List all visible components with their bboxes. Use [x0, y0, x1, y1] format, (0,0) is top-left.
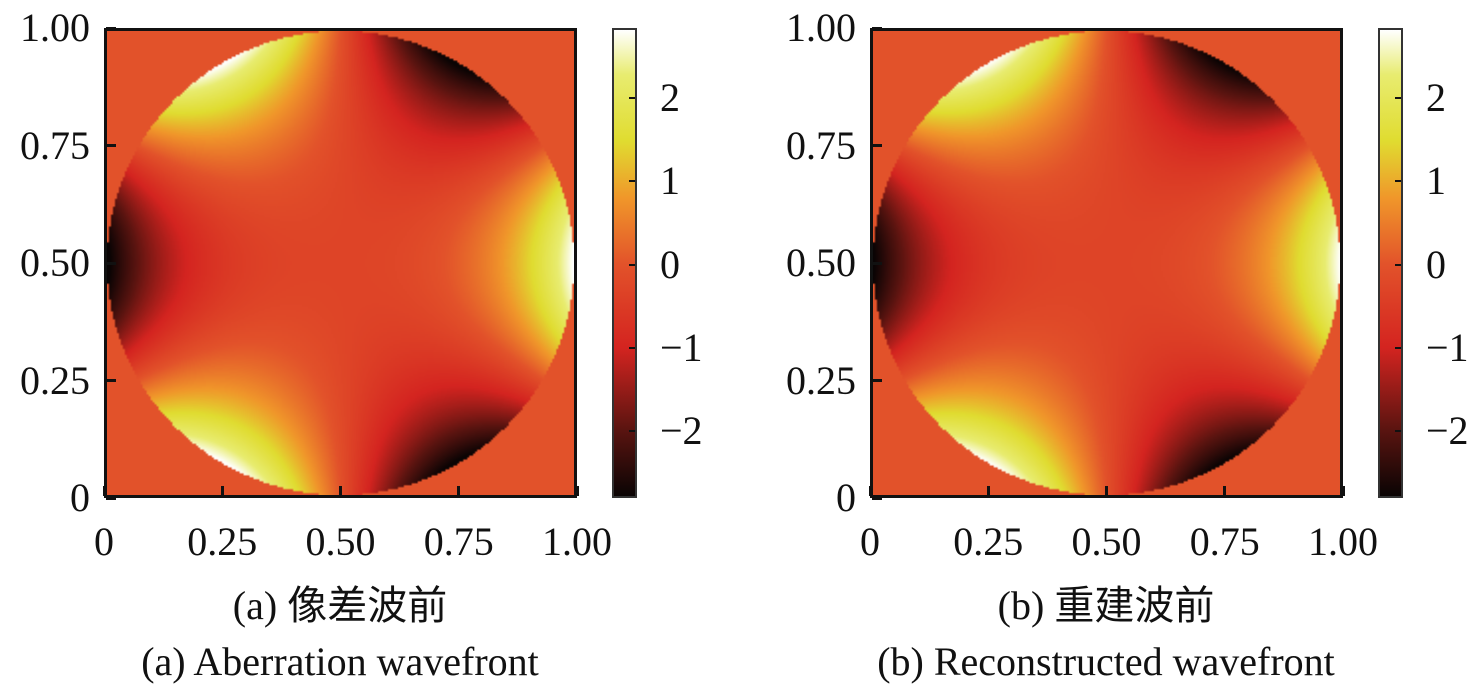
y-tick-label: 1.00 [20, 5, 90, 50]
colorbar-tick-label: −2 [660, 408, 703, 454]
x-tick-label: 1.00 [1308, 519, 1378, 564]
colorbar-tick-label: 0 [1426, 241, 1446, 287]
y-tick-label: 0.50 [786, 240, 856, 285]
colorbar-tick [629, 430, 635, 433]
colorbar-tick [1395, 180, 1401, 183]
y-tick-label: 0.75 [20, 122, 90, 168]
y-tick-label: 0 [70, 475, 90, 520]
y-tick [872, 261, 882, 265]
heatmap-plot [104, 28, 577, 498]
colorbar-tick-label: 1 [1426, 158, 1446, 204]
caption-zh: (b) 重建波前 [997, 583, 1215, 628]
x-tick [868, 486, 872, 496]
heatmap-plot [870, 28, 1343, 498]
x-tick-label: 0.50 [1071, 519, 1142, 564]
colorbar-tick-label: −1 [660, 325, 703, 370]
x-tick [986, 486, 990, 496]
y-tick [106, 496, 116, 500]
y-tick-label: 0.50 [20, 240, 90, 285]
colorbar-tick [1395, 430, 1401, 433]
y-tick [872, 379, 882, 382]
colorbar-tick [629, 263, 635, 266]
colorbar-tick-label: −1 [1426, 325, 1469, 370]
x-tick-label: 0.25 [953, 519, 1024, 564]
y-tick [872, 26, 882, 30]
x-tick-label: 0 [94, 519, 114, 564]
colorbar-tick [1395, 347, 1401, 349]
x-tick [220, 486, 224, 496]
colorbar-tick-label: 1 [660, 158, 680, 204]
colorbar-tick [629, 180, 635, 183]
x-tick-label: 0.75 [423, 519, 494, 564]
x-tick [102, 486, 106, 496]
x-tick-label: 0.25 [187, 519, 258, 564]
colorbar-tick [629, 97, 635, 99]
panel-reconstructed: 0 0.25 0.50 0.75 1.00 0 0.25 0.50 0.75 1.00 2 1 0 −1 −… [766, 0, 1476, 694]
colorbar-tick-label: 0 [660, 241, 680, 287]
y-tick [106, 26, 116, 30]
y-tick-label: 0.75 [786, 122, 856, 168]
y-tick-label: 0.25 [20, 357, 90, 403]
y-tick-label: 0 [836, 475, 856, 520]
caption-zh: (a) 像差波前 [232, 583, 448, 628]
colorbar-tick-label: 2 [1426, 75, 1446, 120]
x-tick [1223, 486, 1227, 496]
x-tick [1105, 486, 1108, 496]
y-tick [106, 261, 116, 265]
colorbar [1378, 28, 1403, 498]
x-tick [1341, 486, 1345, 496]
colorbar-tick-label: −2 [1426, 408, 1469, 454]
x-tick-label: 1.00 [542, 519, 612, 564]
y-tick-label: 1.00 [786, 5, 856, 50]
caption-en: (a) Aberration wavefront [141, 639, 539, 684]
x-tick-label: 0.75 [1189, 519, 1260, 564]
y-tick-label: 0.25 [786, 357, 856, 403]
colorbar-tick [1395, 97, 1401, 99]
x-tick [457, 486, 461, 496]
colorbar [612, 28, 637, 498]
x-tick [575, 486, 579, 496]
colorbar-tick-label: 2 [660, 75, 680, 120]
y-tick [106, 379, 116, 382]
panel-aberration: 0 0.25 0.50 0.75 1.00 0 0.25 0.50 0.75 1.00 2 1 0 −1 −… [20, 5, 703, 684]
y-tick [872, 496, 882, 500]
y-tick [106, 144, 116, 147]
wavefront-heatmap [873, 31, 1340, 495]
x-tick-label: 0.50 [305, 519, 376, 564]
colorbar-tick [629, 347, 635, 349]
x-tick-label: 0 [860, 519, 880, 564]
colorbar-tick [1395, 263, 1401, 266]
y-tick [872, 144, 882, 147]
wavefront-heatmap [107, 31, 574, 495]
caption-en: (b) Reconstructed wavefront [877, 639, 1335, 684]
x-tick [339, 486, 342, 496]
